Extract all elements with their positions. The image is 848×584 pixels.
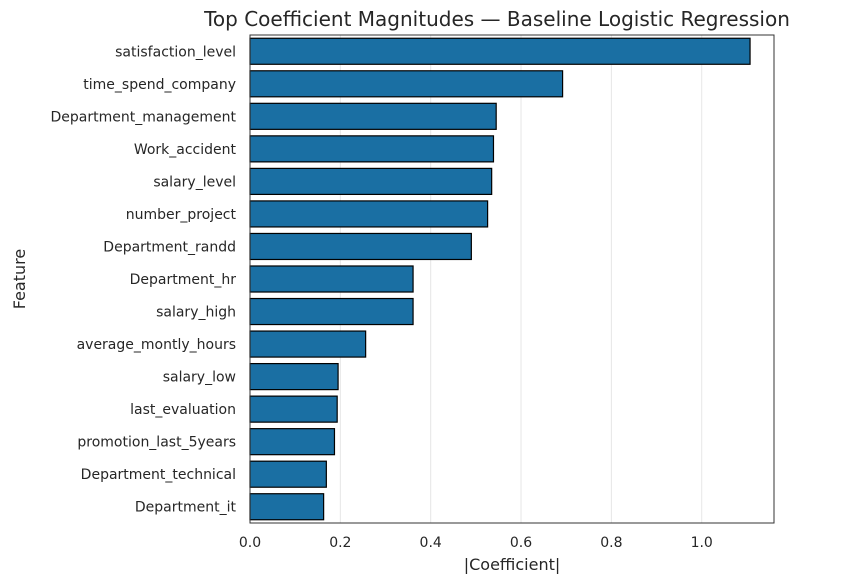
y-tick-label: Work_accident [134,142,237,158]
bar [249,395,338,423]
bar [249,70,564,98]
bar [249,460,327,488]
x-tick-label: 0.2 [329,535,351,551]
y-tick-labels: satisfaction_level time_spend_company Depa… [51,44,237,515]
x-tick-label: 0.8 [600,535,622,551]
y-tick-label: Department_randd [103,239,236,255]
y-tick-label: satisfaction_level [115,44,236,60]
bar [249,428,336,456]
bars [249,37,751,521]
y-tick-label: salary_low [163,370,236,386]
x-axis-label: |Coefficient| [464,555,561,574]
y-tick-label: salary_level [153,174,236,190]
y-tick-label: salary_high [156,305,236,321]
y-tick-label: Department_technical [81,467,236,483]
y-tick-label: Department_hr [130,272,237,288]
y-tick-label: last_evaluation [130,402,236,418]
bar [249,37,751,65]
y-tick-label: promotion_last_5years [77,435,236,451]
bar [249,297,414,326]
x-tick-label: 1.0 [691,535,713,551]
bar [249,330,367,358]
plot-frame [249,34,775,524]
y-axis-label: Feature [10,249,29,309]
bar [249,362,339,391]
y-tick-label: Department_management [51,109,237,125]
bar [249,102,497,130]
bar [249,135,495,163]
bar [249,232,472,261]
bar [249,200,489,228]
y-tick-label: time_spend_company [83,77,236,93]
y-tick-label: number_project [126,207,237,223]
y-tick-label: average_montly_hours [77,337,236,353]
x-tick-label: 0.6 [510,535,532,551]
bar [249,493,325,521]
x-tick-labels: 0.0 0.2 0.4 0.6 0.8 1.0 [239,535,713,551]
bar [249,265,414,293]
chart-title: Top Coefficient Magnitudes — Baseline Lo… [203,7,790,31]
x-tick-label: 0.0 [239,535,261,551]
y-tick-label: Department_it [135,500,237,516]
x-tick-label: 0.4 [420,535,442,551]
bar [249,167,493,196]
